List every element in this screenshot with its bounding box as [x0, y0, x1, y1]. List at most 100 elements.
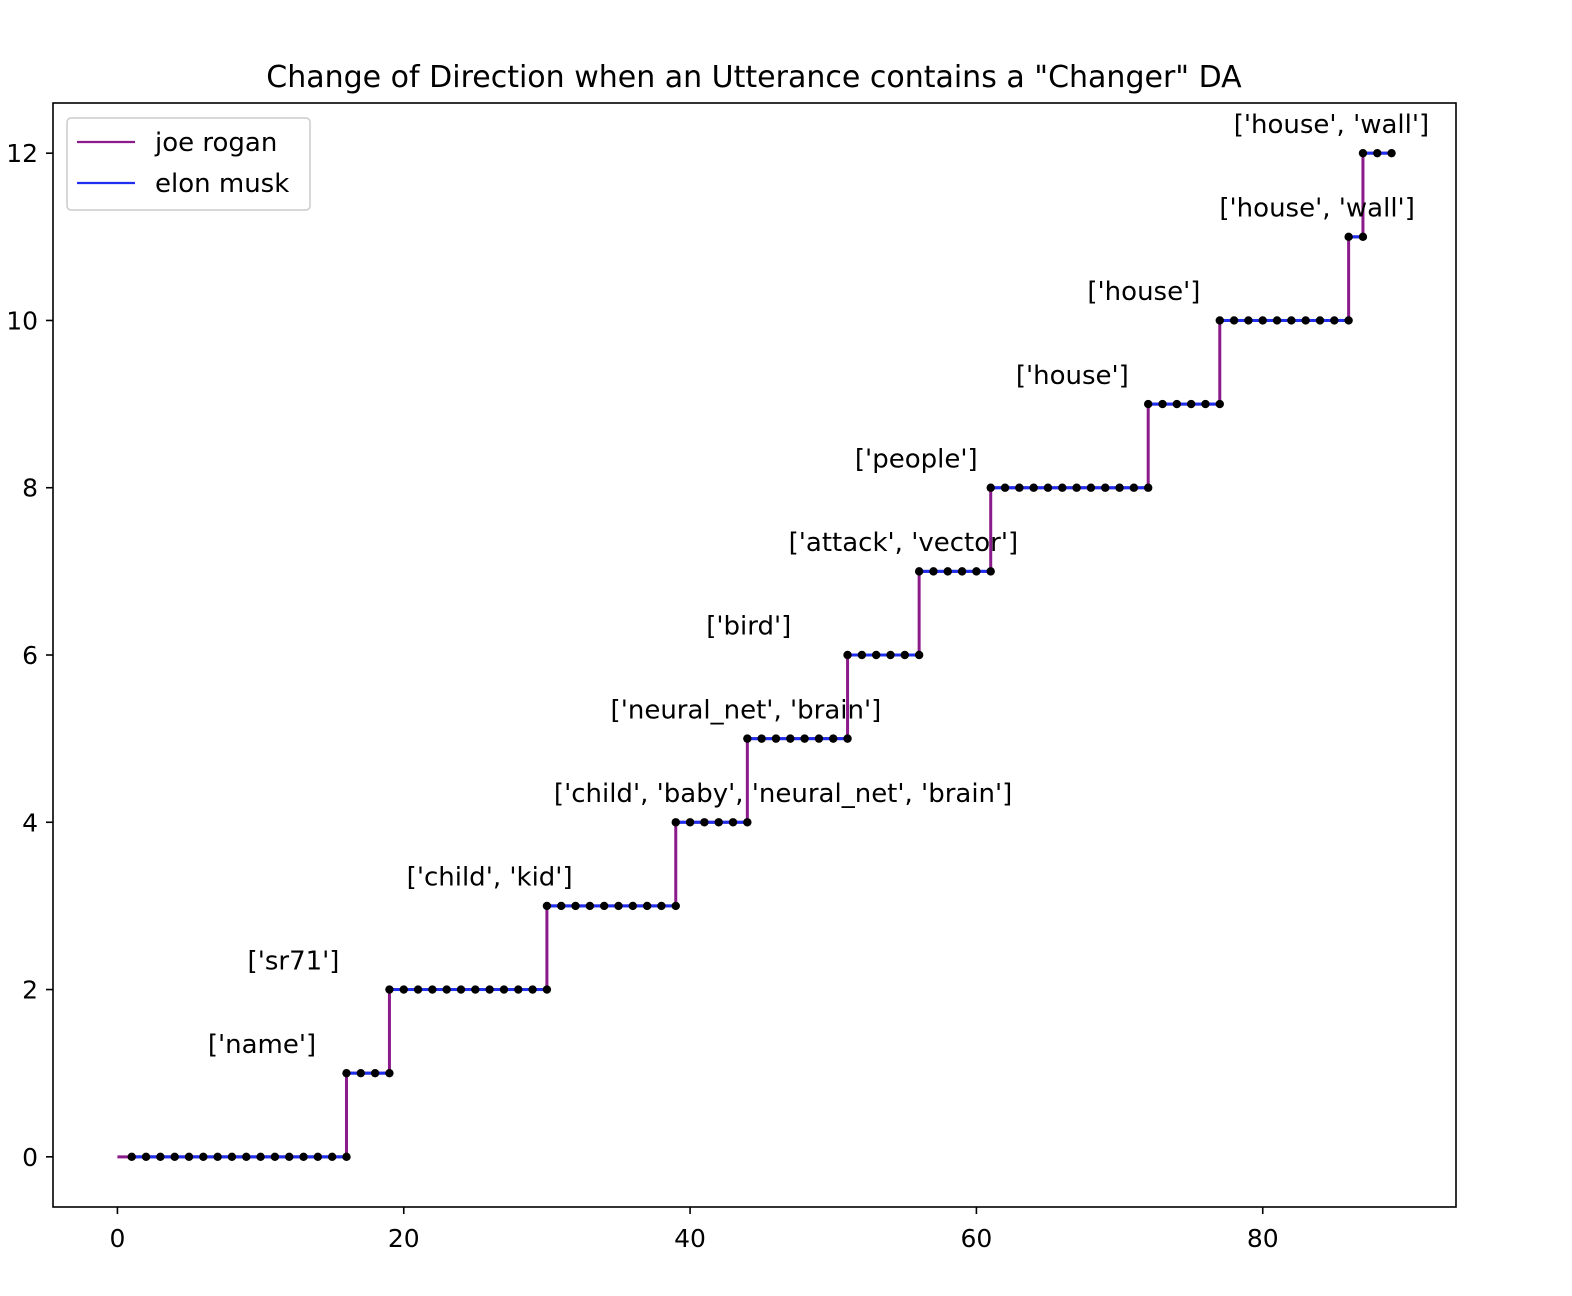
data-point — [657, 901, 666, 911]
data-point — [1029, 483, 1038, 492]
data-point — [471, 985, 480, 994]
data-point — [557, 901, 566, 911]
data-point — [385, 1068, 394, 1078]
data-point — [1387, 148, 1396, 158]
data-point — [313, 1152, 323, 1162]
data-point — [141, 1152, 151, 1162]
data-point — [743, 818, 752, 827]
data-point — [1358, 232, 1368, 242]
data-point — [370, 1068, 380, 1078]
annotation-label: ['neural_net', 'brain'] — [611, 695, 882, 725]
data-point — [485, 985, 494, 994]
data-point — [671, 818, 680, 827]
y-tick-label: 6 — [22, 641, 38, 670]
legend-label-elon-musk: elon musk — [155, 169, 289, 199]
utterance-points — [127, 148, 1396, 1162]
data-point — [571, 901, 580, 911]
x-tick-label: 20 — [388, 1224, 420, 1253]
data-point — [786, 734, 795, 743]
data-point — [1229, 316, 1239, 325]
y-tick-label: 12 — [6, 139, 38, 168]
data-point — [342, 1068, 351, 1078]
data-point — [599, 901, 609, 911]
data-point — [914, 650, 924, 660]
data-point — [514, 985, 523, 994]
data-point — [1015, 483, 1024, 492]
data-point — [671, 901, 680, 911]
data-point — [1244, 316, 1253, 325]
data-point — [986, 567, 995, 576]
data-point — [442, 985, 451, 994]
data-point — [728, 818, 738, 827]
annotations: ['name'] ['sr71'] ['child', 'kid'] ['child'… — [208, 110, 1429, 1060]
data-point — [1115, 483, 1124, 492]
data-point — [871, 650, 881, 660]
annotation-label: ['house'] — [1016, 361, 1129, 391]
data-point — [972, 567, 981, 576]
data-point — [356, 1068, 366, 1078]
data-point — [886, 650, 895, 660]
data-point — [943, 567, 952, 576]
data-point — [1143, 399, 1153, 409]
y-axis: 0 2 4 6 8 10 12 — [6, 139, 53, 1172]
data-point — [628, 901, 638, 911]
data-point — [156, 1152, 165, 1162]
data-point — [829, 734, 838, 743]
data-point — [1315, 316, 1325, 325]
y-tick-label: 10 — [6, 306, 38, 335]
data-point — [1215, 399, 1224, 409]
data-point — [399, 985, 408, 994]
y-tick-label: 0 — [22, 1143, 38, 1172]
data-point — [585, 901, 595, 911]
data-point — [199, 1152, 208, 1162]
data-point — [1172, 399, 1182, 409]
data-point — [1358, 148, 1368, 158]
data-point — [714, 818, 723, 827]
data-point — [1373, 148, 1382, 158]
data-point — [385, 985, 394, 994]
data-point — [299, 1152, 308, 1162]
data-point — [800, 734, 809, 743]
data-point — [528, 985, 537, 994]
data-point — [327, 1152, 337, 1162]
data-point — [456, 985, 466, 994]
data-point — [843, 650, 852, 660]
data-point — [542, 901, 552, 911]
data-point — [1330, 316, 1339, 325]
data-point — [213, 1152, 222, 1162]
data-point — [700, 818, 709, 827]
data-point — [428, 985, 437, 994]
data-point — [227, 1152, 237, 1162]
data-point — [814, 734, 824, 743]
data-point — [757, 734, 766, 743]
x-tick-label: 60 — [960, 1224, 992, 1253]
data-point — [914, 567, 924, 576]
data-point — [986, 483, 995, 492]
data-point — [1258, 316, 1267, 325]
data-point — [843, 734, 852, 743]
data-point — [857, 650, 867, 660]
data-point — [1086, 483, 1096, 492]
plot-area — [117, 148, 1396, 1162]
y-tick-label: 8 — [22, 474, 38, 503]
data-point — [1058, 483, 1067, 492]
annotation-label: ['people'] — [855, 444, 978, 474]
data-point — [743, 734, 752, 743]
annotation-label: ['attack', 'vector'] — [789, 528, 1018, 558]
data-point — [1072, 483, 1081, 492]
data-point — [900, 650, 910, 660]
x-tick-label: 80 — [1247, 1224, 1279, 1253]
data-point — [1301, 316, 1310, 325]
data-point — [413, 985, 423, 994]
data-point — [1129, 483, 1139, 492]
y-tick-label: 2 — [22, 976, 38, 1005]
annotation-label: ['child', 'kid'] — [407, 863, 573, 893]
annotation-label: ['name'] — [208, 1030, 316, 1060]
data-point — [957, 567, 967, 576]
x-tick-label: 0 — [109, 1224, 125, 1253]
annotation-label: ['child', 'baby', 'neural_net', 'brain'] — [554, 779, 1012, 809]
annotation-label: ['house', 'wall'] — [1219, 194, 1414, 224]
data-point — [1101, 483, 1110, 492]
